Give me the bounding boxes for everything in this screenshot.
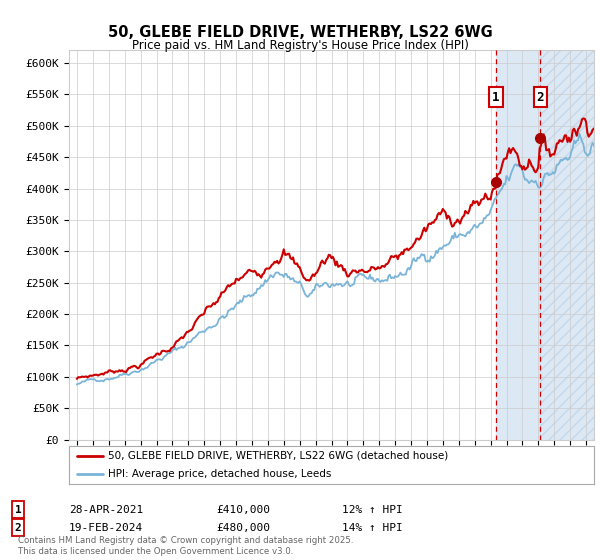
Bar [541, 50, 594, 440]
Text: 1: 1 [14, 505, 22, 515]
Text: 28-APR-2021: 28-APR-2021 [69, 505, 143, 515]
Text: 2: 2 [536, 91, 544, 104]
Text: £410,000: £410,000 [216, 505, 270, 515]
Text: Price paid vs. HM Land Registry's House Price Index (HPI): Price paid vs. HM Land Registry's House … [131, 39, 469, 52]
Text: 14% ↑ HPI: 14% ↑ HPI [342, 522, 403, 533]
Text: £480,000: £480,000 [216, 522, 270, 533]
Text: HPI: Average price, detached house, Leeds: HPI: Average price, detached house, Leed… [109, 469, 332, 479]
Text: 12% ↑ HPI: 12% ↑ HPI [342, 505, 403, 515]
Text: 2: 2 [14, 522, 22, 533]
Text: Contains HM Land Registry data © Crown copyright and database right 2025.
This d: Contains HM Land Registry data © Crown c… [18, 536, 353, 556]
Text: 19-FEB-2024: 19-FEB-2024 [69, 522, 143, 533]
Text: 50, GLEBE FIELD DRIVE, WETHERBY, LS22 6WG (detached house): 50, GLEBE FIELD DRIVE, WETHERBY, LS22 6W… [109, 451, 449, 461]
Text: 50, GLEBE FIELD DRIVE, WETHERBY, LS22 6WG: 50, GLEBE FIELD DRIVE, WETHERBY, LS22 6W… [107, 25, 493, 40]
Text: 1: 1 [492, 91, 500, 104]
Bar [496, 50, 594, 440]
